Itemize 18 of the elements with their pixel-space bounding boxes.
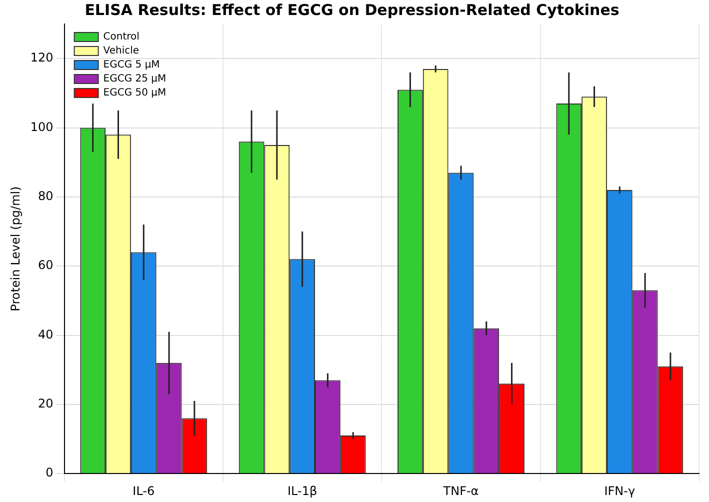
x-tick-label: IL-1β bbox=[287, 484, 318, 498]
y-tick-label: 20 bbox=[38, 396, 54, 411]
y-tick-label: 80 bbox=[38, 189, 54, 204]
y-tick-label: 0 bbox=[46, 466, 54, 480]
y-axis-title: Protein Level (pg/ml) bbox=[8, 186, 22, 312]
legend-label: EGCG 50 μM bbox=[103, 88, 166, 99]
legend-label: EGCG 25 μM bbox=[103, 74, 166, 85]
x-tick-label: IFN-γ bbox=[604, 484, 636, 498]
x-tick-label: TNF-α bbox=[442, 484, 479, 498]
y-tick-label: 120 bbox=[30, 50, 54, 65]
x-tick-label: IL-6 bbox=[132, 484, 155, 498]
y-tick-label: 100 bbox=[30, 120, 54, 134]
legend-label: Control bbox=[103, 32, 140, 43]
legend-label: EGCG 5 μM bbox=[103, 60, 160, 71]
legend-label: Vehicle bbox=[103, 46, 140, 57]
chart-title: ELISA Results: Effect of EGCG on Depression-Related Cytokines bbox=[84, 0, 620, 19]
y-tick-label: 40 bbox=[38, 327, 54, 342]
y-tick-label: 60 bbox=[38, 258, 54, 272]
